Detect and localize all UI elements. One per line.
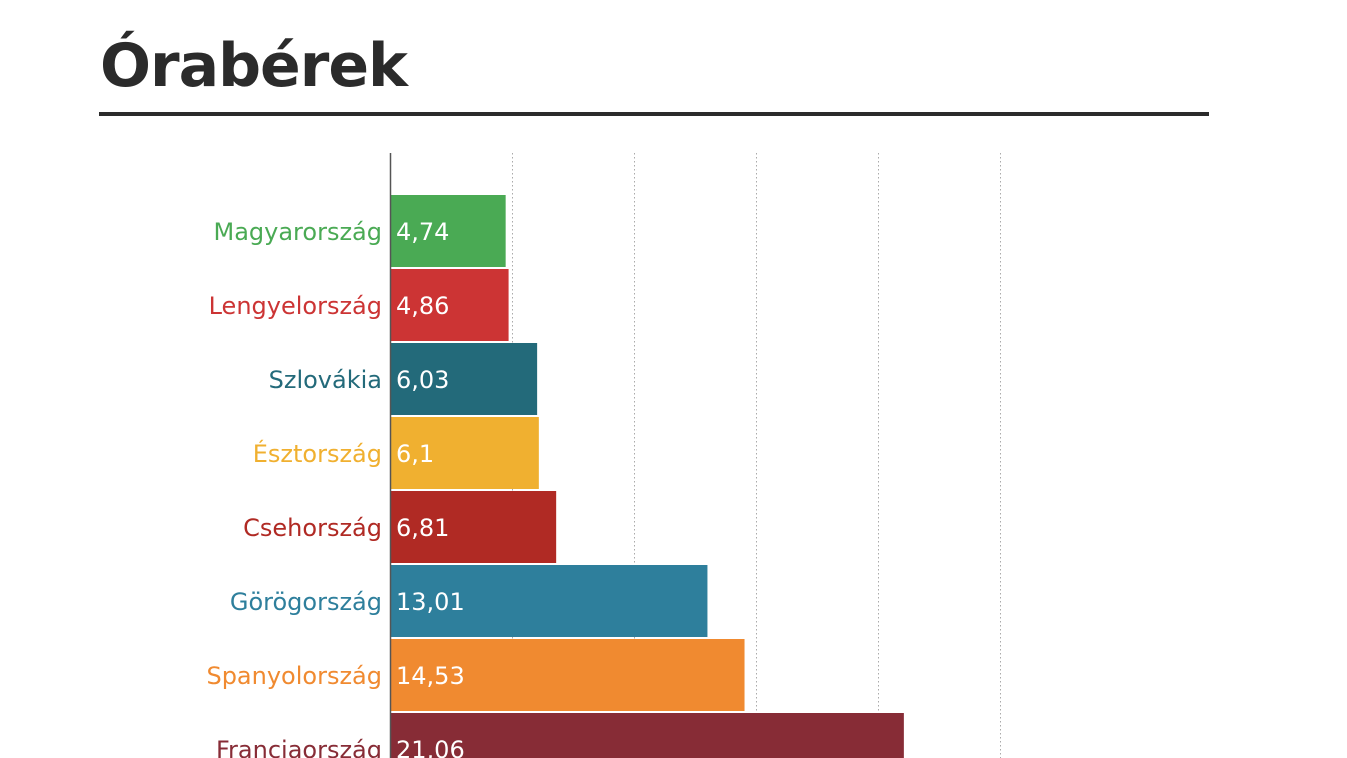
title-divider <box>99 112 1209 116</box>
category-label-8: Franciaország <box>216 736 382 758</box>
bar-4 <box>390 417 539 489</box>
value-label-7: 14,53 <box>396 662 465 690</box>
bars <box>390 195 904 758</box>
value-label-1: 4,74 <box>396 218 449 246</box>
value-label-4: 6,1 <box>396 440 434 468</box>
value-label-2: 4,86 <box>396 292 449 320</box>
category-labels: Magyarország Lengyelország Szlovákia Észtor… <box>206 218 382 758</box>
category-label-1: Magyarország <box>214 218 383 246</box>
category-label-7: Spanyolország <box>206 662 382 690</box>
value-labels: 4,74 4,86 6,03 6,1 6,81 13,01 14,53 21,06 <box>396 218 465 758</box>
bar-2 <box>390 269 509 341</box>
bar-3 <box>390 343 538 415</box>
value-label-8: 21,06 <box>396 736 465 758</box>
value-label-5: 6,81 <box>396 514 449 542</box>
bar-7 <box>390 639 745 711</box>
category-label-3: Szlovákia <box>269 366 382 394</box>
value-label-3: 6,03 <box>396 366 449 394</box>
value-label-6: 13,01 <box>396 588 465 616</box>
bar-5 <box>390 491 557 563</box>
category-label-4: Észtország <box>253 439 382 468</box>
category-label-6: Görögország <box>230 588 382 616</box>
bar-6 <box>390 565 708 637</box>
category-label-2: Lengyelország <box>209 292 382 320</box>
chart-title: Órabérek <box>100 31 408 101</box>
category-label-5: Csehország <box>243 514 382 542</box>
bar-1 <box>390 195 506 267</box>
bar-8 <box>390 713 904 758</box>
